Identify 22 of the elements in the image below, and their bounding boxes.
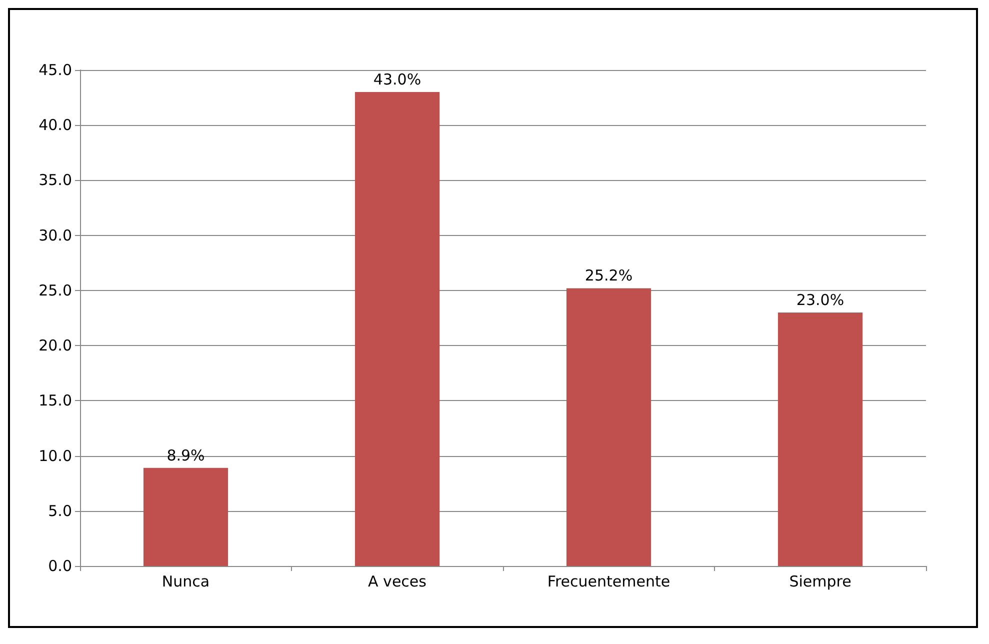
bar	[778, 312, 863, 566]
y-tick-label: 40.0	[38, 116, 72, 134]
y-tick-label: 25.0	[38, 281, 72, 300]
bar	[143, 468, 228, 566]
y-tick-label: 10.0	[38, 446, 72, 465]
x-tick-label: Frecuentemente	[547, 572, 670, 590]
y-tick-label: 30.0	[38, 226, 72, 244]
y-tick-label: 35.0	[38, 171, 72, 190]
y-tick-label: 45.0	[38, 61, 72, 79]
y-tick-label: 5.0	[48, 502, 72, 520]
bar	[354, 92, 440, 566]
data-label: 23.0%	[796, 290, 844, 309]
x-tick-label: A veces	[368, 572, 427, 590]
data-label: 25.2%	[584, 266, 633, 285]
y-tick-label: 15.0	[38, 392, 72, 410]
y-tick-label: 0.0	[48, 557, 72, 575]
y-tick-label: 20.0	[38, 336, 72, 355]
data-label: 8.9%	[166, 446, 205, 464]
bar	[566, 288, 652, 566]
x-tick-label: Nunca	[162, 572, 210, 590]
data-label: 43.0%	[373, 70, 422, 89]
x-tick-label: Siempre	[789, 572, 852, 590]
